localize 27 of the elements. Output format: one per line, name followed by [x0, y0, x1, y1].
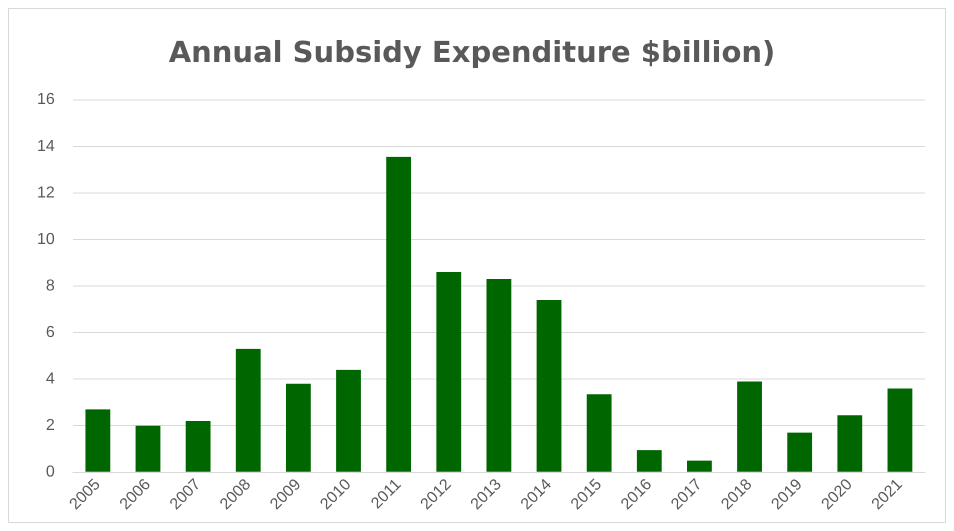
y-tick-label: 14 [37, 138, 55, 155]
bar [436, 272, 462, 472]
y-tick-label: 12 [37, 184, 55, 202]
bar [636, 450, 662, 472]
bar [286, 384, 311, 472]
bar [386, 156, 412, 472]
y-tick-label: 16 [37, 91, 55, 108]
y-tick-label: 0 [46, 464, 55, 481]
bar [888, 388, 912, 472]
bar [536, 300, 562, 472]
y-tick-label: 2 [46, 417, 55, 434]
bar [85, 409, 110, 472]
bar [837, 415, 862, 472]
y-tick-label: 6 [46, 324, 55, 341]
y-tick-label: 8 [46, 277, 55, 294]
bar [336, 370, 361, 472]
bar [737, 381, 762, 472]
y-tick-label: 10 [37, 230, 55, 248]
y-tick-label: 4 [46, 370, 55, 388]
bar [586, 394, 612, 472]
bar [486, 279, 512, 472]
bar [687, 460, 712, 472]
bar [236, 348, 261, 472]
bar [186, 421, 211, 472]
bar [136, 426, 160, 472]
bar [787, 432, 812, 472]
chart-title: Annual Subsidy Expenditure $billion) [168, 34, 776, 69]
